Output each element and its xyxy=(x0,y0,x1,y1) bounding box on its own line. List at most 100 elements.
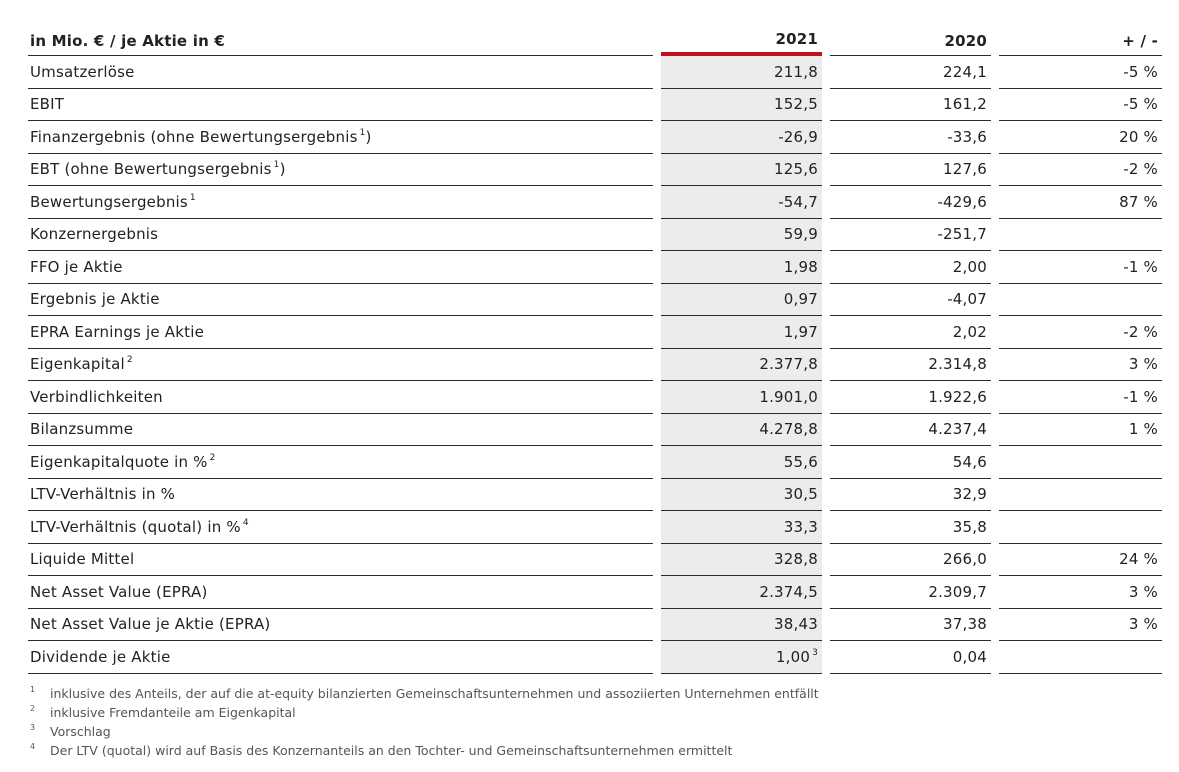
value-2021: 328,8 xyxy=(661,543,822,576)
row-label-text: Konzernergebnis xyxy=(30,225,159,244)
value-2020: 1.922,6 xyxy=(830,381,991,414)
value-2021: 211,8 xyxy=(661,56,822,89)
value-2020: 161,2 xyxy=(830,89,991,121)
value-2020: -251,7 xyxy=(830,219,991,251)
value-2020: 32,9 xyxy=(830,479,991,511)
value-2021: 2.377,8 xyxy=(661,348,822,381)
value-2021-text: 211,8 xyxy=(774,62,818,81)
value-2021-text: 125,6 xyxy=(774,160,818,179)
table-row: Umsatzerlöse 211,8 224,1 -5 % xyxy=(28,56,1162,89)
row-label-text: EBIT xyxy=(30,95,65,114)
value-2021-text: 1,00 xyxy=(775,647,811,666)
value-change xyxy=(999,511,1162,544)
footnote-ref: 1 xyxy=(359,127,366,138)
footnote: 1 inklusive des Anteils, der auf die at-e… xyxy=(28,684,819,703)
value-change: -1 % xyxy=(999,251,1162,284)
row-label: Umsatzerlöse xyxy=(28,56,653,89)
footnote-ref: 3 xyxy=(812,647,818,658)
footnote-ref: 1 xyxy=(189,192,196,203)
row-label-text: Verbindlichkeiten xyxy=(30,387,163,406)
header-change: + / - xyxy=(999,26,1162,56)
row-label-text: EPRA Earnings je Aktie xyxy=(30,322,205,341)
footnote: 2 inklusive Fremdanteile am Eigenkapital xyxy=(28,703,819,722)
row-label-text: LTV-Verhältnis (quotal) in % xyxy=(30,517,241,536)
footnote-text: inklusive Fremdanteile am Eigenkapital xyxy=(50,705,296,720)
table-row: Eigenkapital 2 2.377,8 2.314,8 3 % xyxy=(28,348,1162,381)
row-label: Net Asset Value (EPRA) xyxy=(28,576,653,609)
table-row: LTV-Verhältnis (quotal) in % 4 33,3 35,8 xyxy=(28,511,1162,544)
value-2020: 0,04 xyxy=(830,641,991,674)
footnote-number: 1 xyxy=(30,685,36,694)
value-change: 3 % xyxy=(999,576,1162,609)
value-2021-text: 55,6 xyxy=(783,452,818,471)
value-change xyxy=(999,284,1162,316)
table-header: in Mio. € / je Aktie in € 2021 2020 + / … xyxy=(28,26,1162,56)
footnote-ref: 2 xyxy=(126,355,133,366)
value-2021-text: 1.901,0 xyxy=(759,387,818,406)
row-label-text: LTV-Verhältnis in % xyxy=(30,485,176,504)
table-row: Bilanzsumme 4.278,8 4.237,4 1 % xyxy=(28,413,1162,446)
value-2021: 0,97 xyxy=(661,283,822,316)
row-label-text: Finanzergebnis (ohne Bewertungsergebnis xyxy=(30,127,358,146)
row-label-suffix: ) xyxy=(279,160,286,179)
table-row: Ergebnis je Aktie 0,97 -4,07 xyxy=(28,283,1162,316)
value-2021: 1.901,0 xyxy=(661,381,822,414)
footnote-number: 4 xyxy=(30,742,36,751)
value-change xyxy=(999,446,1162,479)
value-2021-text: 33,3 xyxy=(783,517,818,536)
header-label: in Mio. € / je Aktie in € xyxy=(28,26,653,56)
key-figures-table: in Mio. € / je Aktie in € 2021 2020 + / … xyxy=(28,26,1162,674)
table-row: Dividende je Aktie 1,00 3 0,04 xyxy=(28,641,1162,674)
value-2021: 30,5 xyxy=(661,478,822,511)
value-2021-text: 1,97 xyxy=(783,322,818,341)
row-label-text: FFO je Aktie xyxy=(30,257,123,276)
value-2021: 59,9 xyxy=(661,218,822,251)
row-label: Bilanzsumme xyxy=(28,414,653,446)
value-2020: 2.309,7 xyxy=(830,576,991,609)
value-2021: 55,6 xyxy=(661,446,822,479)
table-row: Finanzergebnis (ohne Bewertungsergebnis 1… xyxy=(28,121,1162,154)
row-label-text: Umsatzerlöse xyxy=(30,62,135,81)
row-label: Dividende je Aktie xyxy=(28,641,653,674)
value-change xyxy=(999,219,1162,251)
value-2020: -429,6 xyxy=(830,186,991,219)
header-2021: 2021 xyxy=(661,26,822,56)
value-2021: -54,7 xyxy=(661,186,822,219)
row-label: Eigenkapitalquote in % 2 xyxy=(28,446,653,479)
value-change xyxy=(999,479,1162,511)
value-2021-text: 30,5 xyxy=(783,485,818,504)
table-row: Eigenkapitalquote in % 2 55,6 54,6 xyxy=(28,446,1162,479)
value-change: 3 % xyxy=(999,349,1162,381)
value-2020: 37,38 xyxy=(830,609,991,641)
row-label: Konzernergebnis xyxy=(28,219,653,251)
row-label: FFO je Aktie xyxy=(28,251,653,284)
table-row: EPRA Earnings je Aktie 1,97 2,02 -2 % xyxy=(28,316,1162,349)
row-label-text: Eigenkapitalquote in % xyxy=(30,452,208,471)
row-label-text: EBT (ohne Bewertungsergebnis xyxy=(30,160,272,179)
value-2021-text: 2.374,5 xyxy=(759,582,818,601)
value-2020: 266,0 xyxy=(830,544,991,576)
row-label: Verbindlichkeiten xyxy=(28,381,653,414)
table-row: Bewertungsergebnis 1 -54,7 -429,6 87 % xyxy=(28,186,1162,219)
row-label: LTV-Verhältnis (quotal) in % 4 xyxy=(28,511,653,544)
footnote-ref: 4 xyxy=(242,517,249,528)
table-row: EBIT 152,5 161,2 -5 % xyxy=(28,88,1162,121)
value-change: 87 % xyxy=(999,186,1162,219)
footnotes: 1 inklusive des Anteils, der auf die at-e… xyxy=(28,684,819,760)
value-change: 24 % xyxy=(999,544,1162,576)
value-2021: 4.278,8 xyxy=(661,413,822,446)
value-change: -1 % xyxy=(999,381,1162,414)
footnote-ref: 1 xyxy=(273,160,280,171)
footnote-text: inklusive des Anteils, der auf die at-eq… xyxy=(50,686,819,701)
header-2020: 2020 xyxy=(830,26,991,56)
row-label: EBIT xyxy=(28,89,653,121)
table-row: Liquide Mittel 328,8 266,0 24 % xyxy=(28,543,1162,576)
value-2021-text: 0,97 xyxy=(783,290,818,309)
table-row: LTV-Verhältnis in % 30,5 32,9 xyxy=(28,478,1162,511)
footnote-text: Vorschlag xyxy=(50,724,111,739)
row-label-text: Net Asset Value je Aktie (EPRA) xyxy=(30,615,271,634)
row-label: EPRA Earnings je Aktie xyxy=(28,316,653,349)
value-2020: 35,8 xyxy=(830,511,991,544)
value-2021-text: 328,8 xyxy=(774,550,818,569)
row-label-text: Dividende je Aktie xyxy=(30,647,171,666)
